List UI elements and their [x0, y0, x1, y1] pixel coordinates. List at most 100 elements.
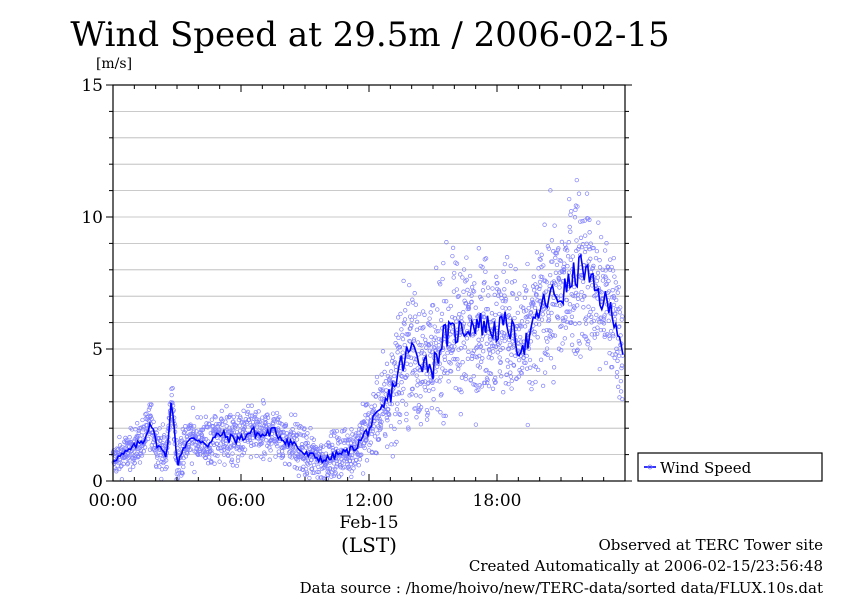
- scatter-point: [160, 440, 165, 446]
- scatter-point: [563, 315, 568, 320]
- scatter-point: [533, 282, 538, 287]
- scatter-point: [414, 415, 419, 420]
- scatter-point: [454, 287, 459, 292]
- scatter-point: [395, 401, 400, 406]
- scatter-point: [349, 474, 354, 480]
- scatter-point: [255, 422, 260, 427]
- scatter-point: [212, 414, 217, 419]
- scatter-point: [138, 448, 144, 453]
- scatter-point: [279, 430, 284, 435]
- scatter-point: [234, 463, 240, 469]
- scatter-point: [189, 461, 195, 466]
- scatter-point: [502, 293, 507, 298]
- scatter-point: [587, 217, 592, 222]
- scatter-point: [596, 220, 601, 225]
- scatter-point: [383, 433, 388, 438]
- scatter-point: [169, 392, 174, 398]
- scatter-point: [524, 308, 529, 313]
- scatter-point: [489, 341, 494, 346]
- scatter-point: [275, 444, 280, 449]
- scatter-point: [609, 264, 614, 270]
- scatter-point: [502, 287, 507, 292]
- scatter-point: [147, 447, 153, 452]
- scatter-point: [480, 288, 486, 293]
- scatter-point: [309, 457, 314, 463]
- scatter-point: [455, 294, 461, 299]
- scatter-point: [601, 327, 606, 333]
- scatter-point: [617, 324, 622, 329]
- scatter-point: [542, 370, 548, 375]
- scatter-point: [579, 289, 584, 295]
- legend: Wind Speed: [637, 452, 823, 482]
- x-date-label: Feb-15: [339, 513, 398, 533]
- scatter-point: [533, 364, 538, 370]
- scatter-point: [439, 311, 445, 317]
- scatter-point: [400, 350, 405, 355]
- scatter-point: [533, 379, 538, 385]
- scatter-point: [542, 350, 547, 355]
- scatter-point: [404, 417, 409, 423]
- scatter-point: [384, 388, 389, 393]
- scatter-point: [265, 412, 270, 417]
- scatter-point: [450, 348, 455, 353]
- scatter-point: [359, 452, 364, 457]
- scatter-point: [604, 241, 609, 246]
- scatter-point: [418, 422, 424, 427]
- scatter-point: [431, 386, 436, 392]
- scatter-point: [594, 248, 600, 254]
- scatter-point: [374, 380, 379, 385]
- scatter-point: [293, 422, 298, 427]
- scatter-point: [615, 350, 620, 355]
- scatter-point: [399, 390, 405, 396]
- scatter-point: [524, 353, 529, 359]
- scatter-point: [501, 331, 506, 336]
- scatter-point: [393, 364, 399, 369]
- scatter-point: [565, 309, 570, 314]
- scatter-point: [510, 291, 515, 296]
- scatter-point: [311, 443, 316, 448]
- scatter-point: [482, 279, 487, 285]
- scatter-point: [259, 454, 264, 460]
- scatter-point: [136, 430, 141, 436]
- scatter-point: [260, 436, 265, 442]
- scatter-point: [486, 383, 492, 389]
- scatter-point: [508, 360, 513, 365]
- scatter-point: [397, 420, 402, 425]
- scatter-point: [426, 388, 432, 393]
- scatter-point: [584, 241, 589, 246]
- scatter-point: [536, 322, 542, 327]
- scatter-point: [608, 257, 613, 262]
- scatter-point: [495, 280, 500, 286]
- scatter-point: [434, 329, 439, 334]
- scatter-point: [497, 340, 503, 345]
- scatter-point: [568, 212, 573, 217]
- scatter-point: [395, 315, 401, 320]
- scatter-point: [570, 254, 575, 259]
- scatter-point: [359, 426, 365, 431]
- scatter-point: [135, 421, 140, 426]
- scatter-point: [449, 329, 455, 334]
- scatter-point: [209, 448, 214, 453]
- scatter-point: [276, 426, 281, 431]
- scatter-point: [397, 412, 403, 417]
- scatter-point: [484, 307, 489, 312]
- scatter-point: [289, 412, 294, 417]
- scatter-point: [569, 320, 574, 325]
- scatter-point: [486, 293, 491, 298]
- scatter-point: [374, 450, 379, 456]
- scatter-point: [217, 459, 222, 464]
- scatter-point: [347, 466, 352, 472]
- scatter-point: [500, 346, 505, 351]
- scatter-point: [409, 392, 414, 397]
- scatter-point: [463, 301, 469, 306]
- scatter-point: [508, 263, 513, 268]
- scatter-point: [321, 444, 326, 449]
- scatter-point: [378, 426, 383, 431]
- scatter-point: [326, 444, 332, 449]
- scatter-point: [209, 451, 215, 456]
- scatter-point: [427, 348, 432, 353]
- scatter-point: [466, 349, 471, 354]
- scatter-point: [222, 462, 227, 467]
- scatter-point: [307, 475, 312, 481]
- scatter-point: [358, 453, 363, 458]
